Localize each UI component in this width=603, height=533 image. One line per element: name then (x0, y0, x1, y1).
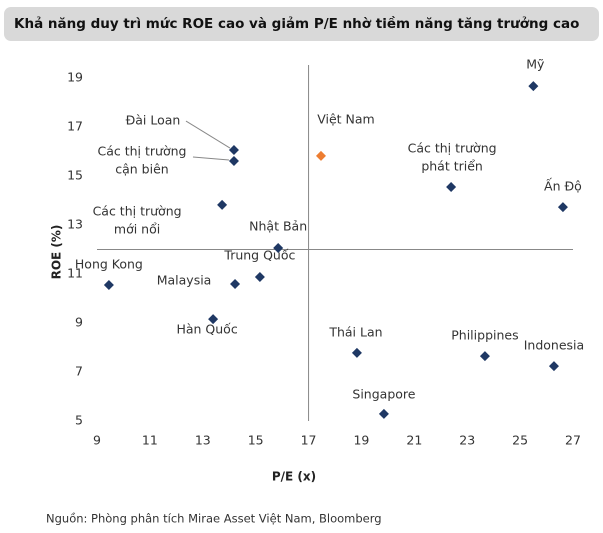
point-label: mới nổi (114, 221, 160, 236)
data-point (315, 150, 326, 161)
point-label: Đài Loan (126, 113, 181, 128)
data-point (103, 280, 114, 291)
data-point (528, 81, 539, 92)
x-tick-label: 21 (406, 433, 422, 448)
x-axis-title: P/E (x) (272, 470, 316, 484)
y-tick-label: 11 (67, 266, 83, 281)
x-tick-label: 15 (248, 433, 264, 448)
point-label: Các thị trường (97, 144, 186, 159)
point-label: Các thị trường (93, 203, 182, 218)
point-label: Ấn Độ (544, 178, 582, 194)
point-label: Malaysia (157, 273, 212, 288)
data-point (273, 243, 284, 254)
point-label: Mỹ (526, 57, 545, 72)
data-point (228, 145, 239, 156)
point-label: Thái Lan (328, 324, 382, 339)
data-point (208, 314, 219, 325)
data-point (351, 347, 362, 358)
y-tick-label: 15 (67, 168, 83, 183)
point-label: Philippines (451, 328, 518, 343)
data-point (548, 361, 559, 372)
title-banner (4, 7, 599, 41)
y-tick-label: 5 (75, 413, 83, 428)
point-label: Các thị trường (408, 141, 497, 156)
data-point (479, 351, 490, 362)
point-label: phát triển (421, 159, 483, 174)
data-point (217, 199, 228, 210)
data-point (378, 408, 389, 419)
point-label: Indonesia (524, 338, 584, 353)
point-label: Việt Nam (317, 111, 375, 126)
point-label: Trung Quốc (223, 247, 295, 262)
data-point (230, 279, 241, 290)
x-tick-label: 11 (142, 433, 158, 448)
y-tick-label: 19 (67, 70, 83, 85)
leader-line (192, 156, 230, 161)
y-axis-title: ROE (%) (50, 225, 64, 280)
data-point (228, 156, 239, 167)
leader-line (185, 120, 231, 149)
x-tick-label: 27 (565, 433, 581, 448)
data-point (254, 271, 265, 282)
x-tick-label: 19 (353, 433, 369, 448)
y-tick-label: 17 (67, 119, 83, 134)
y-tick-label: 9 (75, 315, 83, 330)
point-label: Hong Kong (75, 257, 143, 272)
source-note: Nguồn: Phòng phân tích Mirae Asset Việt … (46, 512, 382, 526)
y-tick-label: 7 (75, 364, 83, 379)
point-label: Singapore (352, 386, 415, 401)
data-point (557, 202, 568, 213)
x-tick-label: 25 (512, 433, 528, 448)
y-tick-label: 13 (67, 217, 83, 232)
x-tick-label: 13 (195, 433, 211, 448)
chart-title: Khả năng duy trì mức ROE cao và giảm P/E… (14, 15, 579, 32)
point-label: cận biên (115, 162, 168, 177)
data-point (446, 182, 457, 193)
x-tick-label: 9 (93, 433, 101, 448)
point-label: Nhật Bản (249, 219, 307, 234)
point-label: Hàn Quốc (176, 322, 237, 337)
x-tick-label: 23 (459, 433, 475, 448)
x-tick-label: 17 (301, 433, 317, 448)
